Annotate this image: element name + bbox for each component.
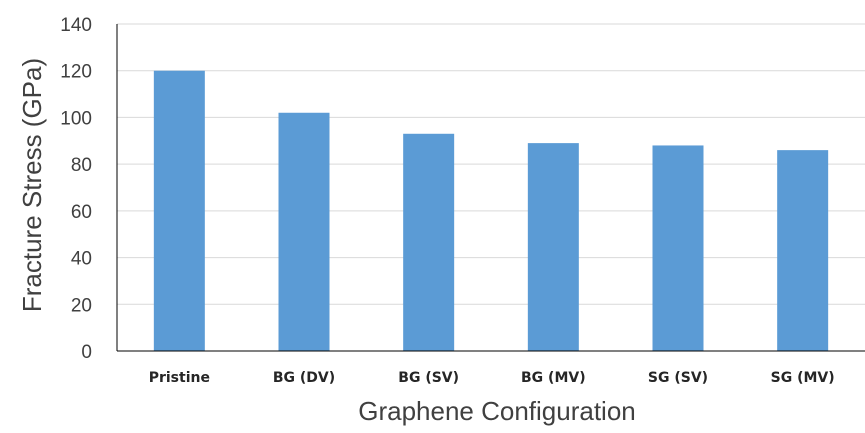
x-tick-label-5: SG (MV) [771, 370, 835, 386]
x-tick-labels: Pristine BG (DV) BG (SV) BG (MV) SG (SV) SG (… [149, 370, 835, 386]
y-tick-label-20: 20 [71, 295, 92, 316]
bar-4 [652, 145, 704, 351]
x-tick-label-2: BG (SV) [398, 370, 459, 386]
axes [116, 24, 865, 352]
y-tick-label-120: 120 [60, 62, 92, 83]
bar-0 [153, 70, 205, 351]
x-tick-label-3: BG (MV) [521, 370, 586, 386]
gridlines [117, 23, 865, 305]
x-tick-label-4: SG (SV) [648, 370, 708, 386]
y-tick-label-80: 80 [71, 155, 92, 176]
y-tick-label-100: 100 [60, 108, 92, 129]
y-tick-label-40: 40 [71, 249, 92, 270]
bar-2 [403, 133, 455, 351]
y-tick-labels: 0 20 40 60 80 100 120 140 [60, 15, 92, 363]
bar-5 [777, 150, 829, 351]
y-tick-label-60: 60 [71, 202, 92, 223]
bar-3 [527, 143, 579, 351]
x-tick-label-1: BG (DV) [273, 370, 335, 386]
x-axis-title: Graphene Configuration [358, 396, 636, 426]
bars [153, 70, 829, 351]
x-tick-label-0: Pristine [149, 370, 210, 386]
y-tick-label-140: 140 [60, 15, 92, 36]
bar-1 [278, 112, 330, 351]
y-axis-title: Fracture Stress (GPa) [17, 58, 47, 312]
y-tick-label-0: 0 [81, 342, 92, 363]
